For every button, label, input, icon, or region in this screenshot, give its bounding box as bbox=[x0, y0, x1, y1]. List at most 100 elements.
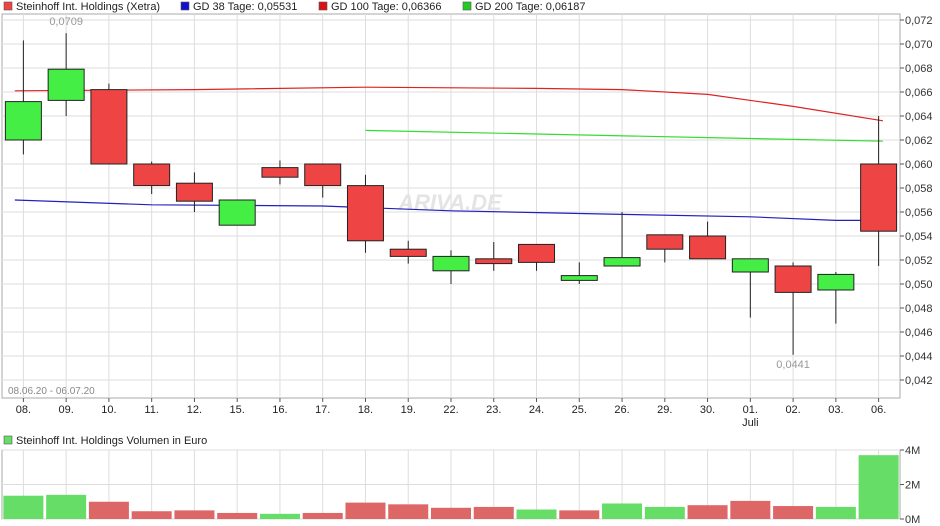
x-tick-label: 06. bbox=[871, 404, 886, 416]
y-tick-label: 0,054 bbox=[905, 231, 933, 243]
candle-24. bbox=[518, 243, 556, 271]
moving-average-2 bbox=[365, 129, 883, 142]
y-tick-label: 0,062 bbox=[905, 135, 933, 147]
x-tick-label: 23. bbox=[486, 404, 501, 416]
volume-bar-19. bbox=[388, 504, 429, 519]
volume-bar-08. bbox=[3, 495, 44, 519]
legend-swatch-3 bbox=[462, 1, 472, 11]
y-tick-label: 0,042 bbox=[905, 375, 933, 387]
x-tick-label: 17. bbox=[315, 404, 330, 416]
candle-body bbox=[860, 163, 898, 232]
x-tick-label: 30. bbox=[700, 404, 715, 416]
candle-12. bbox=[175, 172, 213, 212]
candle-body bbox=[133, 163, 171, 187]
candle-08. bbox=[4, 40, 42, 155]
x-tick-label: 29. bbox=[657, 404, 672, 416]
candle-body bbox=[518, 243, 556, 263]
legend-label-2: GD 100 Tage: 0,06366 bbox=[331, 1, 442, 13]
date-range-label: 08.06.20 - 06.07.20 bbox=[8, 386, 95, 397]
volume-bar-29. bbox=[644, 506, 685, 519]
x-tick-label: 24. bbox=[529, 404, 544, 416]
candle-body bbox=[817, 273, 855, 291]
candle-body bbox=[304, 163, 342, 187]
candle-body bbox=[603, 257, 641, 267]
x-tick-label: 11. bbox=[144, 404, 158, 416]
candle-03. bbox=[817, 272, 855, 324]
candle-22. bbox=[432, 250, 470, 284]
candle-30. bbox=[689, 221, 727, 260]
candle-body bbox=[774, 265, 812, 293]
candle-body bbox=[218, 199, 256, 226]
volume-chart-panel: Steinhoff Int. Holdings Volumen in Euro 0… bbox=[1, 435, 920, 526]
candle-19. bbox=[389, 240, 427, 264]
candle-16. bbox=[261, 160, 299, 185]
candle-body bbox=[475, 258, 513, 265]
candle-body bbox=[4, 101, 42, 141]
candle-26. bbox=[603, 212, 641, 267]
y-tick-label: 0,072 bbox=[905, 15, 933, 27]
candle-body bbox=[47, 68, 85, 101]
volume-bar-30. bbox=[687, 505, 728, 519]
y-tick-label: 0,064 bbox=[905, 111, 933, 123]
x-tick-label: 16. bbox=[272, 404, 287, 416]
candle-29. bbox=[646, 234, 684, 263]
volume-y-tick-label: 4M bbox=[905, 445, 920, 457]
x-tick-label: 22. bbox=[443, 404, 458, 416]
price-chart-panel: 0,042 0,044 0,046 0,048 0,050 0,052 0,054 0,056… bbox=[1, 13, 933, 429]
candle-body bbox=[261, 167, 299, 178]
candle-body bbox=[90, 89, 128, 165]
volume-title: Steinhoff Int. Holdings Volumen in Euro bbox=[16, 435, 207, 447]
x-tick-label: 19. bbox=[401, 404, 416, 416]
y-tick-label: 0,044 bbox=[905, 351, 933, 363]
y-tick-label: 0,060 bbox=[905, 159, 933, 171]
volume-bar-01. bbox=[730, 500, 771, 519]
y-tick-label: 0,046 bbox=[905, 327, 933, 339]
volume-bar-22. bbox=[431, 507, 471, 519]
volume-bar-18. bbox=[345, 502, 386, 519]
x-tick-label: 03. bbox=[828, 404, 843, 416]
volume-bar-26. bbox=[602, 503, 643, 519]
volume-bar-12. bbox=[174, 510, 215, 519]
y-tick-label: 0,056 bbox=[905, 207, 933, 219]
candle-body bbox=[389, 248, 427, 257]
x-tick-label: 02. bbox=[785, 404, 800, 416]
volume-bar-09. bbox=[46, 494, 87, 519]
y-tick-label: 0,066 bbox=[905, 87, 933, 99]
y-tick-label: 0,052 bbox=[905, 255, 933, 267]
legend-swatch-1 bbox=[180, 1, 190, 11]
moving-average-0 bbox=[14, 199, 883, 221]
candle-06. bbox=[860, 116, 898, 266]
legend-swatch-0 bbox=[3, 1, 13, 11]
volume-title-swatch bbox=[3, 435, 13, 445]
candle-body bbox=[175, 182, 213, 202]
candle-10. bbox=[90, 83, 128, 165]
volume-bar-16. bbox=[259, 513, 300, 519]
legend-label-3: GD 200 Tage: 0,06187 bbox=[475, 1, 586, 13]
legend-swatch-2 bbox=[318, 1, 328, 11]
candle-02. bbox=[774, 262, 812, 355]
annotation-0: 0,0709 bbox=[49, 16, 83, 28]
volume-bar-15. bbox=[217, 512, 258, 519]
annotation-1: 0,0441 bbox=[776, 359, 810, 371]
candle-09. bbox=[47, 33, 85, 116]
y-tick-label: 0,048 bbox=[905, 303, 933, 315]
volume-bar-10. bbox=[88, 501, 129, 519]
candle-body bbox=[346, 185, 384, 242]
legend-label-0: Steinhoff Int. Holdings (Xetra) bbox=[16, 1, 160, 13]
x-tick-label: 09. bbox=[58, 404, 73, 416]
x-tick-label: 26. bbox=[614, 404, 629, 416]
volume-bar-11. bbox=[131, 511, 172, 519]
x-tick-label: 15. bbox=[230, 404, 245, 416]
candle-body bbox=[689, 235, 727, 260]
candle-body bbox=[432, 255, 470, 272]
candle-body bbox=[731, 258, 769, 273]
moving-average-1 bbox=[14, 86, 883, 122]
candle-25. bbox=[560, 262, 598, 284]
candle-17. bbox=[304, 163, 342, 198]
volume-bar-25. bbox=[559, 510, 600, 519]
volume-bar-06. bbox=[858, 455, 899, 519]
volume-bar-23. bbox=[473, 506, 514, 519]
x-tick-label: 10. bbox=[101, 404, 116, 416]
candle-15. bbox=[218, 199, 256, 226]
x-month-label: Juli bbox=[742, 417, 759, 429]
